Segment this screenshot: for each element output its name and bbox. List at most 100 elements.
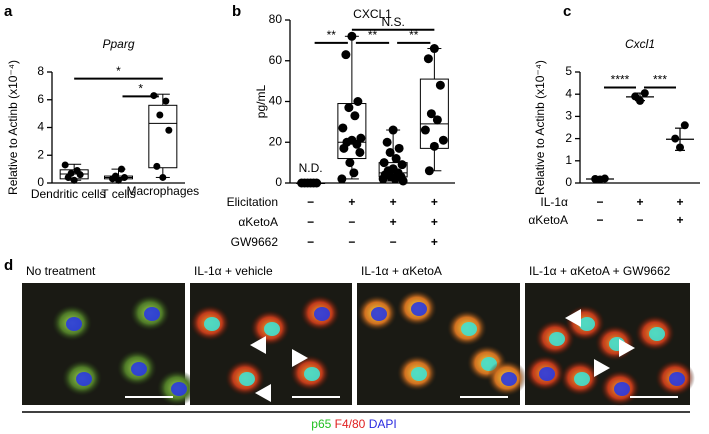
arrowhead [250,336,266,354]
significance-label: * [138,82,143,96]
nucleus [501,372,517,386]
data-point [162,97,170,105]
y-axis-label: Relative to Actinb (x10⁻⁴) [6,60,20,195]
nucleus [411,367,427,381]
condition-sign: + [431,235,438,249]
data-point [390,174,400,184]
data-point [631,92,640,101]
annotation: N.D. [299,161,323,175]
chart-title: CXCL1 [353,7,392,21]
data-point [61,161,69,169]
nucleus [144,307,160,321]
legend-entry: F4/80 [335,417,366,431]
y-tick-label: 5 [565,64,572,78]
data-point [352,139,362,149]
data-point [345,158,355,168]
panel-label: a [4,3,13,20]
nucleus [66,317,82,331]
y-tick-label: 6 [37,92,44,106]
condition-sign: − [636,213,643,227]
data-point [309,178,319,188]
condition-label: αKetoA [238,215,278,229]
condition-sign: + [390,215,397,229]
significance-label: ** [368,28,378,42]
data-point [156,111,164,119]
nucleus [204,317,220,331]
x-tick-label: Macrophages [126,184,199,198]
condition-sign: + [676,213,683,227]
data-point [680,121,689,130]
data-point [338,123,348,133]
data-point [378,174,388,184]
significance-label: * [116,64,121,78]
y-tick-label: 3 [565,109,572,123]
data-point [435,80,445,90]
data-point [350,111,360,121]
data-point [355,147,365,157]
nucleus [304,367,320,381]
condition-sign: − [307,195,314,209]
significance-label: N.S. [381,15,404,29]
data-point [379,158,389,168]
data-point [426,109,436,119]
legend-entry: DAPI [369,417,397,431]
y-axis-label: pg/mL [254,85,268,119]
data-point [385,147,395,157]
data-point [339,143,349,153]
data-point [398,176,408,186]
arrowhead [565,309,581,327]
nucleus [574,372,590,386]
y-tick-label: 4 [565,86,572,100]
nucleus [131,362,147,376]
image-title: IL-1α + αKetoA [361,264,442,278]
nucleus [314,307,330,321]
data-point [429,44,439,54]
data-point [420,125,430,135]
arrowhead [619,339,635,357]
y-tick-label: 80 [269,12,283,26]
x-tick-label: Dendritic cells [31,187,106,201]
image-title: No treatment [26,264,96,278]
condition-sign: − [348,215,355,229]
condition-label: GW9662 [231,235,279,249]
nucleus [539,367,555,381]
data-point [67,169,75,177]
data-point [70,176,78,184]
condition-sign: − [390,235,397,249]
condition-sign: − [348,235,355,249]
data-point [432,115,442,125]
data-point [382,137,392,147]
data-point [391,154,401,164]
data-point [337,174,347,184]
condition-sign: + [348,195,355,209]
nucleus [371,307,387,321]
data-point [640,89,649,98]
y-tick-label: 40 [269,94,283,108]
data-point [423,54,433,64]
data-point [671,134,680,143]
data-point [118,165,125,173]
chart-title: Cxcl1 [625,37,655,51]
data-point [165,126,173,134]
panel-label: b [232,3,241,20]
arrowhead [255,384,271,402]
image-title: IL-1α + vehicle [194,264,273,278]
y-tick-label: 60 [269,53,283,67]
condition-sign: + [676,195,683,209]
data-point [344,103,354,113]
y-tick-label: 0 [275,175,282,189]
legend: p65 F4/80 DAPI [311,417,396,431]
data-point [159,173,167,181]
y-tick-label: 0 [37,175,44,189]
data-point [591,175,600,184]
data-point [438,135,448,145]
significance-label: ** [409,28,419,42]
y-tick-label: 8 [37,64,44,78]
data-point [394,143,404,153]
data-point [397,160,407,170]
significance-label: ** [327,28,337,42]
condition-label: IL-1α [540,195,568,209]
condition-label: αKetoA [528,213,568,227]
image-title: IL-1α + αKetoA + GW9662 [529,264,671,278]
